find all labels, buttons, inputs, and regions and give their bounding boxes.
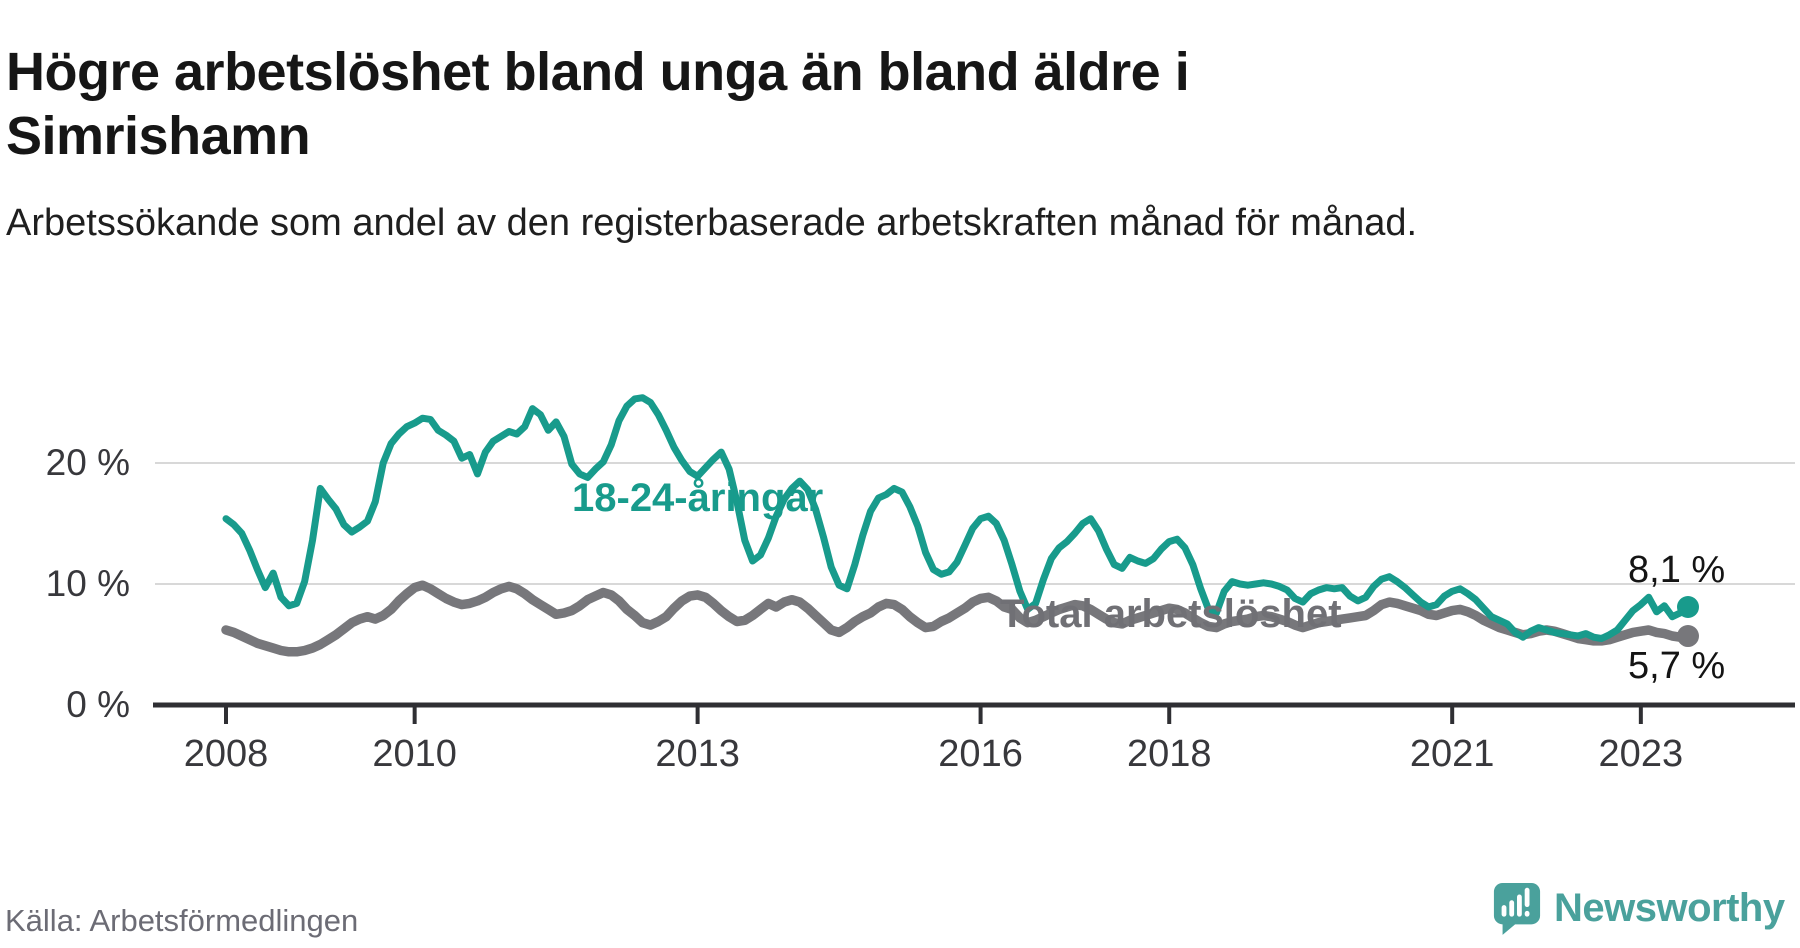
chart-title: Högre arbetslöshet bland unga än bland ä… <box>6 42 1190 167</box>
total-end-dot <box>1677 625 1699 648</box>
bar-tall <box>1517 894 1522 917</box>
x-axis-label-2018: 2018 <box>1126 733 1212 775</box>
source-note: Källa: Arbetsförmedlingen <box>5 903 359 938</box>
end-value-label-youth: 8,1 % <box>1628 549 1726 591</box>
exclamation-dot <box>1524 910 1530 917</box>
newsworthy-brand: Newsworthy <box>1492 880 1785 936</box>
bar-medium <box>1509 900 1515 917</box>
end-value-label-total: 5,7 % <box>1628 645 1726 687</box>
x-axis-label-2016: 2016 <box>938 733 1023 775</box>
series-label-total: Total arbetslöshet <box>1000 592 1342 636</box>
newsworthy-logo-icon <box>1493 883 1541 935</box>
y-axis-label-10: 10 % <box>45 563 130 604</box>
x-axis-label-2021: 2021 <box>1409 733 1495 775</box>
x-axis-label-2008: 2008 <box>183 733 269 775</box>
youth-end-dot <box>1677 595 1699 618</box>
x-axis-label-2023: 2023 <box>1598 733 1684 775</box>
y-axis-label-0: 0 % <box>66 684 130 725</box>
series-label-youth: 18-24-åringar <box>572 476 824 520</box>
brand-name: Newsworthy <box>1554 885 1785 930</box>
y-axis-label-20: 20 % <box>45 442 130 483</box>
x-axis-label-2013: 2013 <box>655 733 740 775</box>
exclamation-bar <box>1524 887 1530 908</box>
x-axis-label-2010: 2010 <box>372 733 457 775</box>
bar-small <box>1501 905 1507 917</box>
chart-subtitle: Arbetssökande som andel av den registerb… <box>6 202 1418 244</box>
total-series-line <box>221 580 1693 657</box>
youth-series-line <box>222 394 1692 642</box>
